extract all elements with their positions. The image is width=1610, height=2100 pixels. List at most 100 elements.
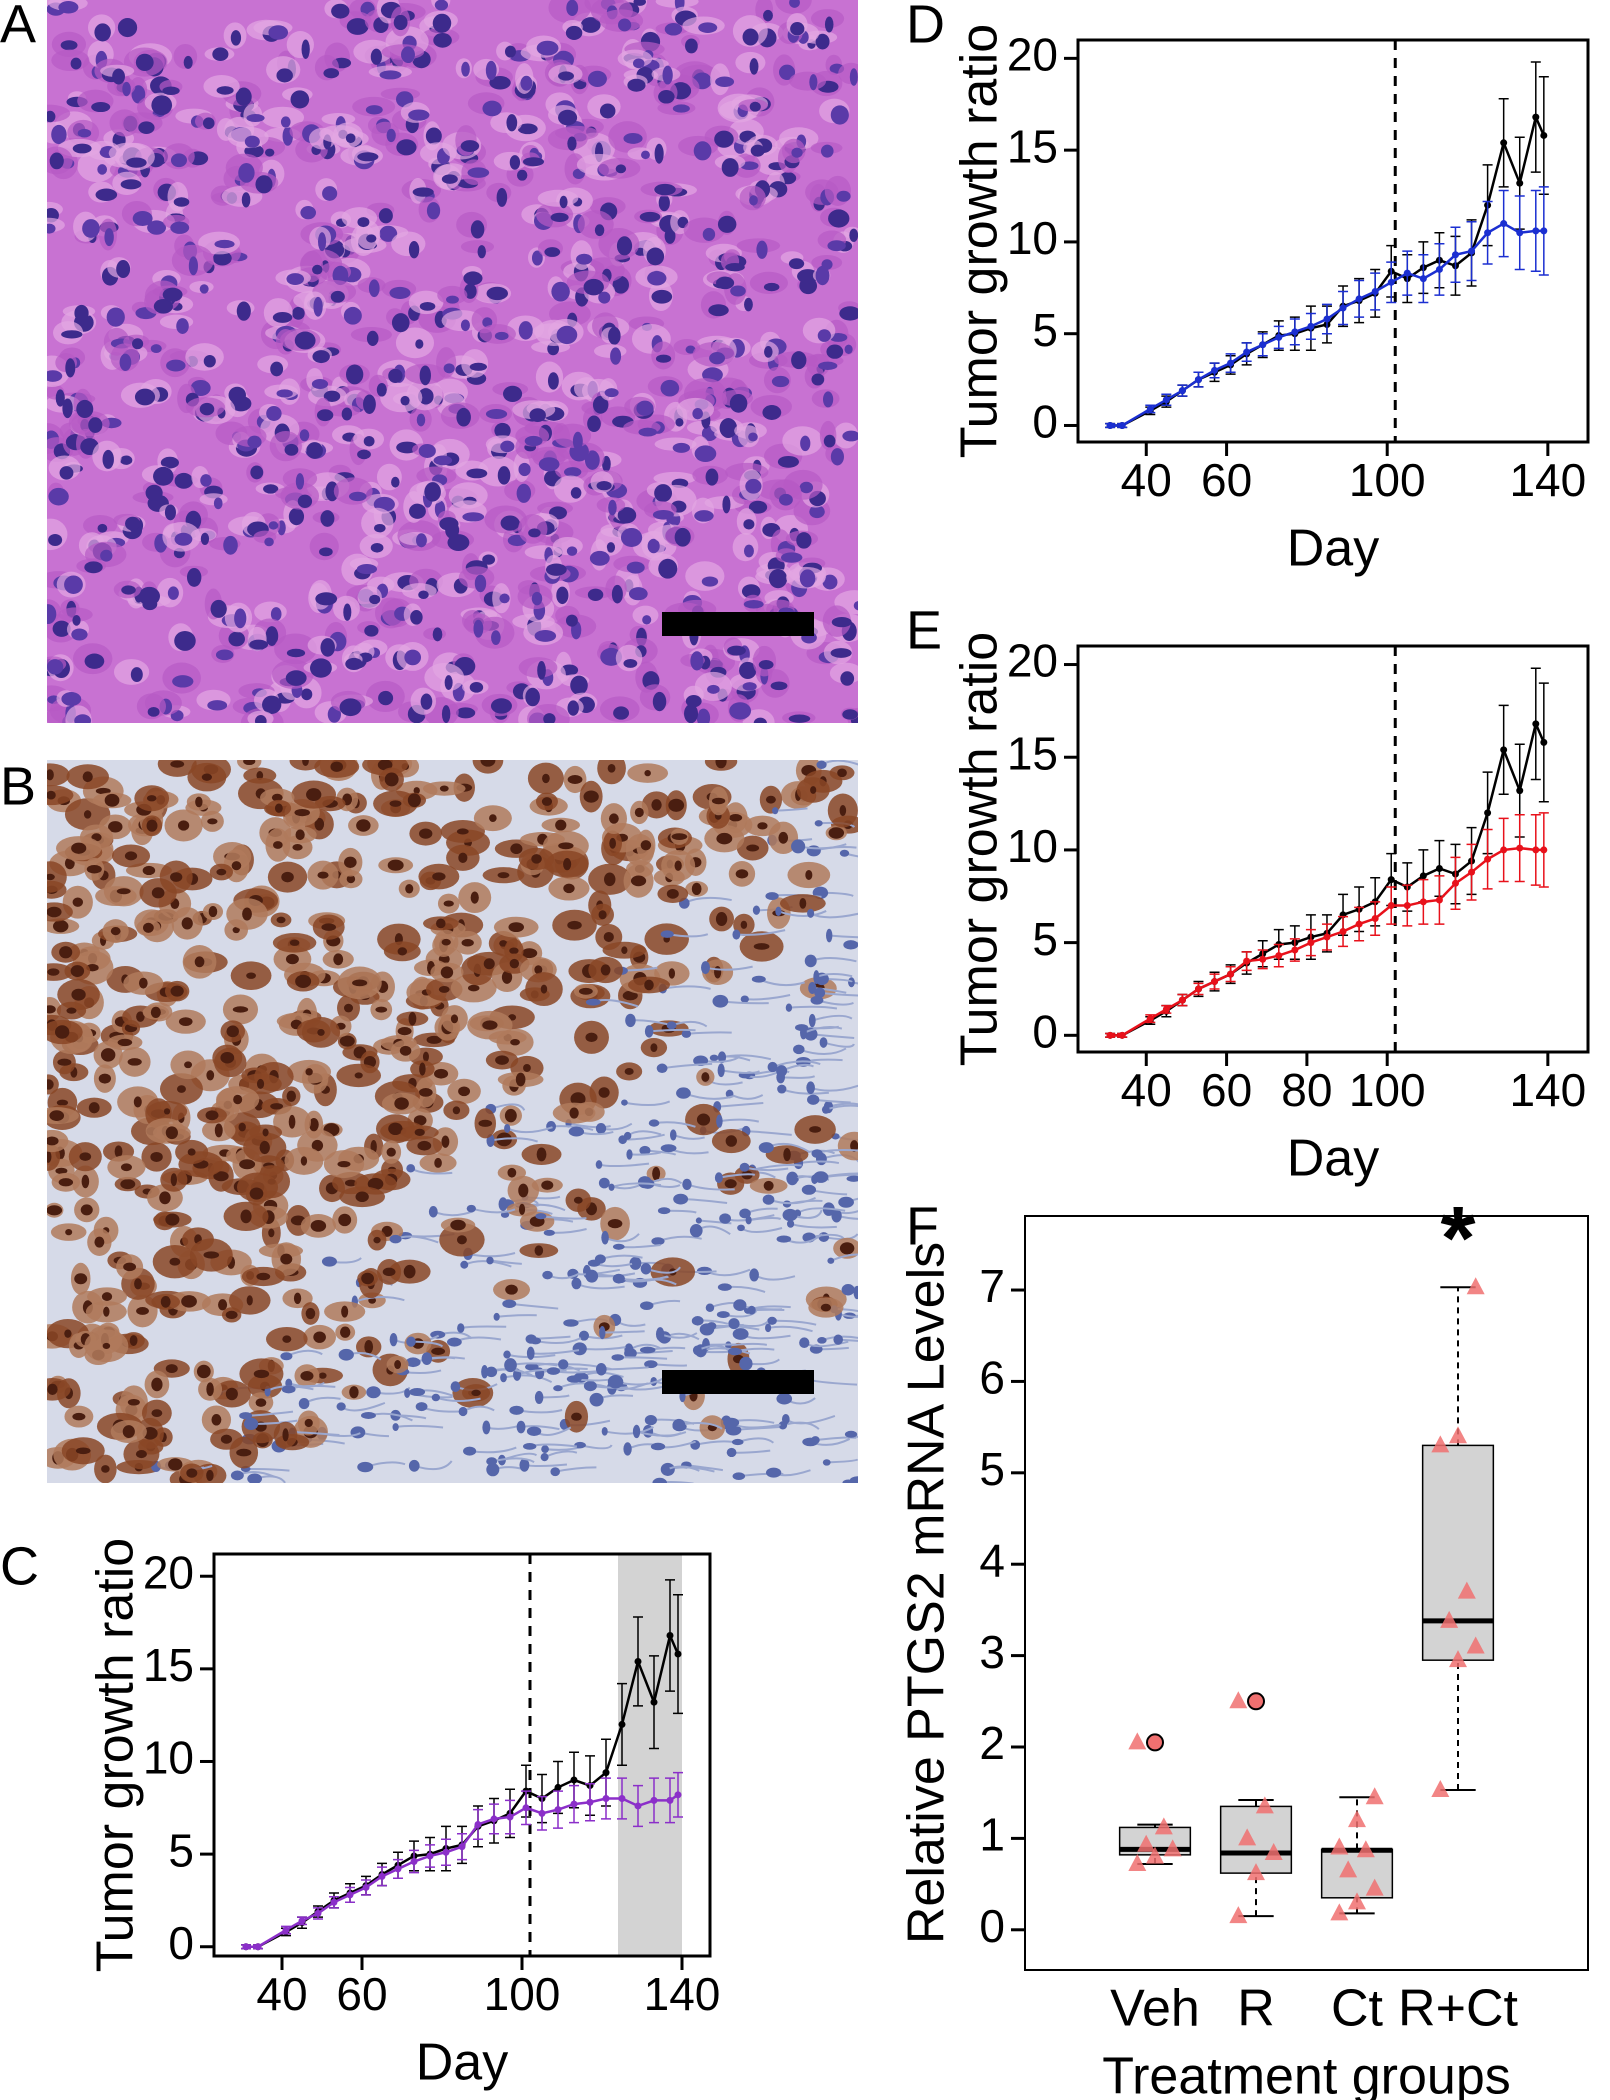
nucleus: [498, 466, 511, 485]
data-point: [395, 1865, 402, 1872]
nucleus: [641, 151, 650, 159]
nucleus: [762, 405, 781, 420]
nucleus: [665, 23, 682, 36]
nucleus: [289, 508, 304, 525]
nucleus: [510, 843, 522, 854]
nucleus: [76, 400, 93, 418]
nucleus: [653, 692, 666, 711]
nucleus: [398, 947, 407, 955]
nucleus: [273, 841, 283, 849]
nucleus: [349, 1386, 358, 1398]
nucleus: [800, 1026, 807, 1039]
data-point: [1516, 180, 1523, 187]
y-tick-label: 0: [1032, 396, 1058, 448]
data-point: [443, 1849, 450, 1856]
nucleus: [676, 1087, 691, 1098]
nucleus: [750, 102, 761, 112]
cell: [538, 190, 579, 207]
nucleus: [243, 758, 255, 765]
nucleus: [850, 1476, 866, 1485]
nucleus: [727, 646, 746, 656]
nucleus: [101, 1465, 110, 1473]
box: [1322, 1849, 1393, 1897]
nucleus: [245, 136, 260, 148]
nucleus: [232, 861, 242, 870]
nucleus: [71, 965, 84, 977]
nucleus: [266, 406, 281, 421]
nucleus: [625, 1068, 634, 1075]
nucleus: [216, 869, 226, 876]
data-point: [1420, 275, 1427, 282]
nucleus: [520, 76, 532, 91]
nucleus: [567, 136, 576, 150]
nucleus: [364, 1340, 373, 1354]
nucleus: [670, 1129, 677, 1140]
y-tick-label: 4: [979, 1534, 1005, 1586]
nucleus: [771, 682, 788, 691]
nucleus: [471, 1390, 481, 1396]
nucleus: [57, 1100, 68, 1106]
nucleus: [633, 58, 644, 68]
nucleus: [244, 1418, 258, 1430]
nucleus: [720, 418, 738, 438]
nucleus: [151, 1007, 161, 1018]
nucleus: [654, 484, 672, 502]
outlier: [1248, 1693, 1264, 1709]
nucleus: [380, 70, 402, 79]
nucleus: [702, 576, 718, 586]
nucleus: [242, 907, 252, 920]
nucleus: [608, 764, 616, 773]
nucleus: [291, 90, 310, 108]
cell: [399, 532, 432, 545]
nucleus: [48, 488, 68, 506]
nucleus: [184, 56, 193, 69]
nucleus: [757, 822, 767, 829]
data-point: [1540, 846, 1547, 853]
nucleus: [509, 1406, 523, 1415]
nucleus: [571, 1278, 581, 1289]
nucleus: [847, 1176, 862, 1182]
nucleus: [431, 1348, 445, 1355]
nucleus: [618, 19, 631, 32]
nucleus: [48, 534, 62, 546]
nucleus: [818, 362, 837, 370]
nucleus: [446, 296, 459, 304]
nucleus: [162, 86, 179, 95]
nucleus: [645, 1025, 653, 1037]
nucleus: [51, 125, 66, 144]
data-point: [675, 1651, 682, 1658]
nucleus: [306, 788, 321, 801]
nucleus: [510, 959, 519, 968]
nucleus: [574, 1442, 586, 1448]
nucleus: [716, 912, 727, 926]
nucleus: [567, 1375, 582, 1382]
nucleus: [118, 18, 137, 37]
nucleus: [529, 408, 545, 422]
data-point: [1128, 1732, 1146, 1749]
nucleus: [824, 435, 836, 448]
nucleus: [692, 1316, 704, 1326]
nucleus: [557, 326, 578, 344]
data-point: [1291, 328, 1298, 335]
nucleus: [588, 71, 607, 87]
data-point: [1307, 939, 1314, 946]
data-point: [1420, 898, 1427, 905]
nucleus: [457, 1235, 467, 1244]
data-point: [491, 1815, 498, 1822]
data-point: [379, 1873, 386, 1880]
nucleus: [799, 1337, 809, 1348]
nucleus: [715, 1172, 723, 1183]
nucleus: [349, 492, 367, 501]
data-point: [603, 1769, 610, 1776]
nucleus: [82, 219, 100, 238]
nucleus: [789, 714, 811, 722]
nucleus: [378, 691, 393, 705]
nucleus: [227, 1026, 239, 1038]
data-point: [299, 1917, 306, 1924]
nucleus: [105, 794, 120, 807]
nucleus: [590, 551, 610, 566]
nucleus: [57, 1059, 71, 1066]
nucleus: [344, 1004, 353, 1013]
y-tick-label: 7: [979, 1260, 1005, 1312]
nucleus: [602, 1427, 608, 1436]
